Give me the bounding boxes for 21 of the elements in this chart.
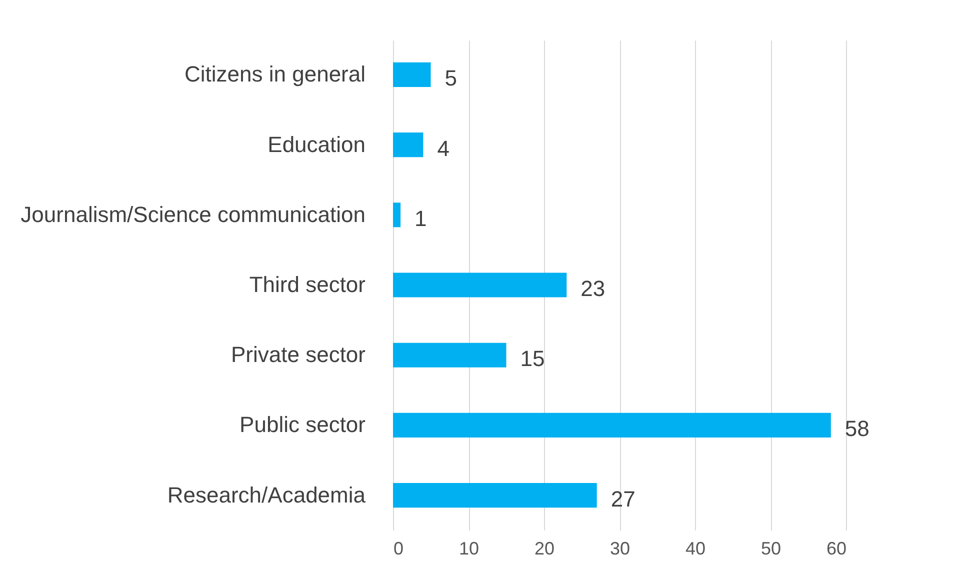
data-label: 23 — [580, 276, 606, 301]
y-tick-label: Citizens in general — [184, 62, 366, 87]
y-tick-label: Education — [268, 132, 366, 157]
y-tick-label: Journalism/Science communication — [20, 202, 366, 227]
data-label: 1 — [414, 206, 427, 231]
y-tick-label: Research/Academia — [167, 482, 366, 508]
data-label: 15 — [520, 346, 545, 372]
data-label: 4 — [437, 136, 450, 161]
x-tick-label: 50 — [760, 538, 782, 558]
y-tick-label: Public sector — [240, 412, 366, 438]
x-tick-label: 60 — [826, 538, 846, 558]
data-label: 27 — [610, 486, 636, 512]
data-label: 5 — [444, 66, 457, 91]
y-tick-label: Third sector — [249, 272, 366, 297]
x-tick-label: 10 — [458, 538, 480, 558]
x-tick-label: 20 — [534, 538, 555, 558]
x-tick-label: 0 — [394, 538, 404, 558]
y-tick-label: Private sector — [231, 342, 366, 368]
x-tick-label: 30 — [610, 538, 630, 558]
x-tick-label: 40 — [685, 538, 706, 558]
data-label: 58 — [844, 416, 870, 442]
